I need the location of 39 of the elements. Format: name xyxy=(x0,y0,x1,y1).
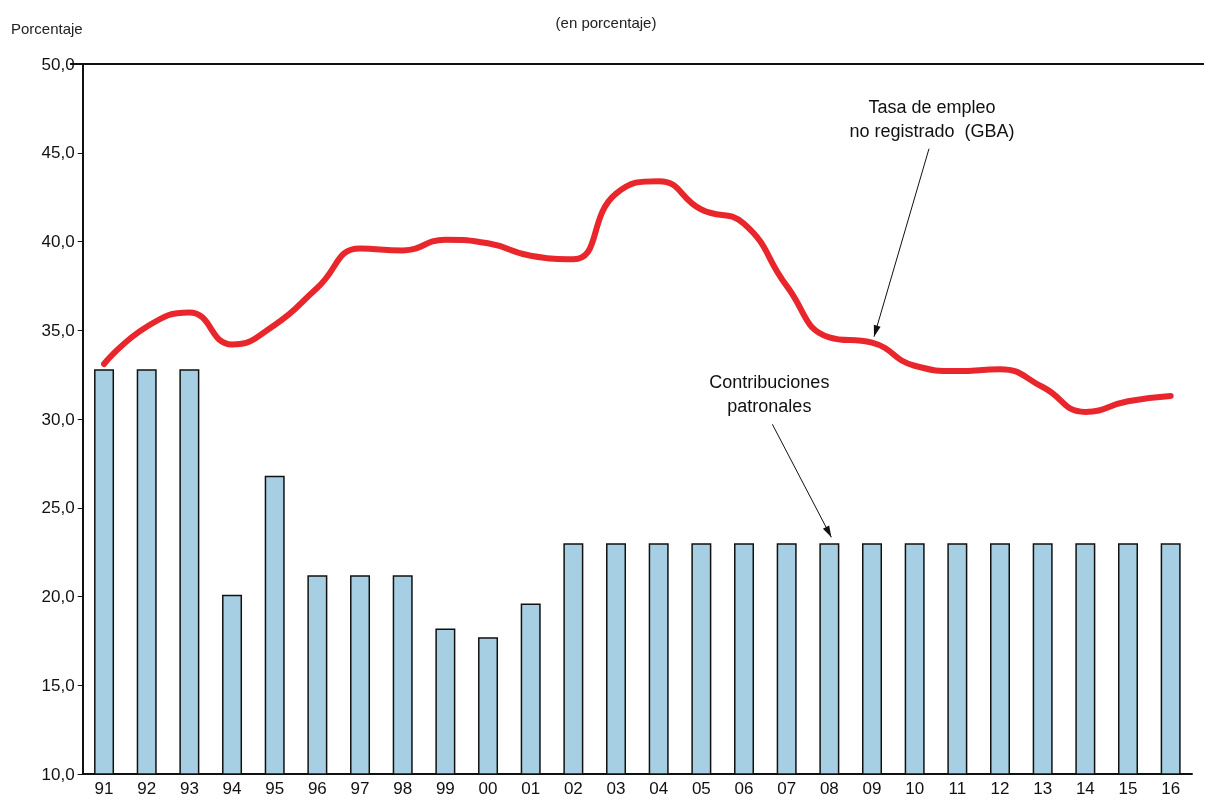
chart-subtitle: (en porcentaje) xyxy=(555,14,657,31)
y-tick-label: 40,0 xyxy=(41,232,75,251)
x-tick-label: 97 xyxy=(350,779,370,798)
x-tick-label: 12 xyxy=(990,779,1010,798)
x-tick-label: 13 xyxy=(1033,779,1053,798)
x-tick-label: 14 xyxy=(1075,779,1095,798)
x-tick-label: 16 xyxy=(1161,779,1181,798)
y-tick-label: 45,0 xyxy=(41,143,75,163)
x-tick-label: 91 xyxy=(94,779,114,798)
x-tick-label: 06 xyxy=(734,779,754,798)
x-tick-label: 96 xyxy=(307,779,327,798)
y-tick-label: 15,0 xyxy=(41,675,75,695)
x-tick-label: 94 xyxy=(222,779,242,798)
x-tick-label: 99 xyxy=(435,779,455,798)
x-tick-label: 04 xyxy=(649,779,669,798)
y-tick-label: 10,0 xyxy=(41,764,75,784)
x-tick-label: 00 xyxy=(478,779,498,798)
x-tick-label: 05 xyxy=(691,779,711,798)
x-tick-label: 15 xyxy=(1118,779,1138,798)
y-tick-label: 30,0 xyxy=(41,409,75,429)
x-tick-label: 01 xyxy=(521,779,541,798)
x-tick-label: 09 xyxy=(862,779,882,798)
x-tick-label: 03 xyxy=(606,779,626,798)
y-tick-label: 35,0 xyxy=(41,320,75,340)
x-tick-label: 95 xyxy=(265,779,285,798)
x-tick-label: 92 xyxy=(137,779,157,798)
x-tick-label: 02 xyxy=(563,779,583,798)
x-tick-label: 98 xyxy=(393,779,413,798)
y-tick-label: 20,0 xyxy=(41,587,75,606)
y-tick-label: 50,0 xyxy=(41,54,75,74)
text: Contribuciones patronales xyxy=(709,372,830,417)
x-tick-label: 07 xyxy=(777,779,797,798)
x-tick-label: 10 xyxy=(905,779,925,798)
text: Tasa de empleo no registrado (GBA) xyxy=(849,96,1015,141)
y-axis-title: Porcentaje xyxy=(10,20,83,37)
x-tick-label: 08 xyxy=(819,779,839,798)
y-tick-label: 25,0 xyxy=(41,498,75,518)
x-tick-label: 93 xyxy=(179,779,199,798)
x-tick-label: 11 xyxy=(948,779,967,798)
